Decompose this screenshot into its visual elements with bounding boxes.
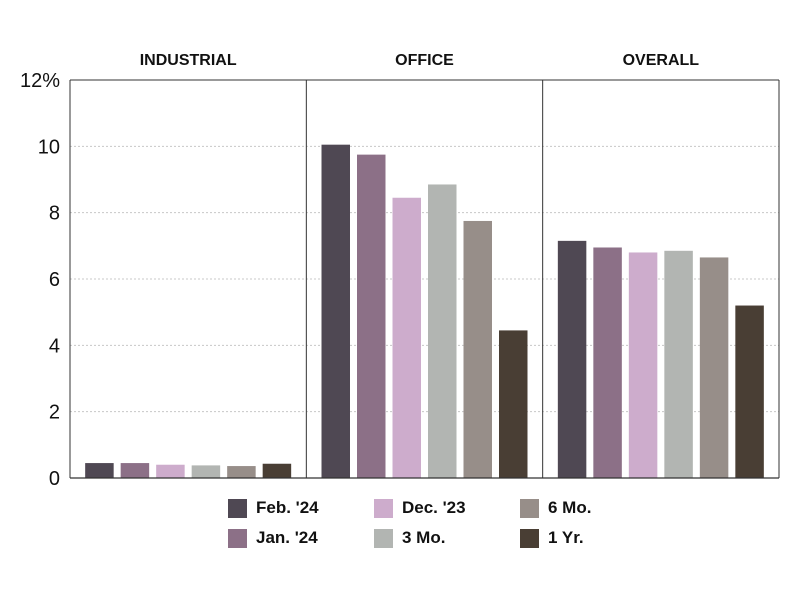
legend-label: 3 Mo. xyxy=(402,528,446,547)
y-tick-label: 8 xyxy=(49,203,60,225)
bar-industrial-1 xyxy=(85,463,114,478)
legend-label: 6 Mo. xyxy=(548,498,592,517)
panel-title-industrial: INDUSTRIAL xyxy=(140,52,237,69)
bar-industrial-4 xyxy=(191,465,221,478)
bar-office-2 xyxy=(357,154,386,478)
legend-swatch xyxy=(520,528,539,548)
legend-item-feb-24: Feb. '24 xyxy=(228,496,319,520)
bar-overall-5 xyxy=(699,257,729,478)
y-tick-label: 12% xyxy=(20,70,60,92)
bar-industrial-2 xyxy=(120,463,150,478)
legend-label: Feb. '24 xyxy=(256,498,319,517)
bar-industrial-3 xyxy=(156,464,185,478)
bar-overall-2 xyxy=(593,247,622,478)
legend-swatch xyxy=(228,528,247,548)
legend-label: Dec. '23 xyxy=(402,498,466,517)
bar-office-1 xyxy=(321,144,350,479)
legend-swatch xyxy=(374,528,393,548)
y-tick-label: 4 xyxy=(49,335,60,357)
y-tick-label: 6 xyxy=(49,269,60,291)
panel-title-overall: OVERALL xyxy=(623,52,700,69)
y-tick-label: 0 xyxy=(49,468,60,490)
bar-office-5 xyxy=(463,220,492,479)
panel-title-office: OFFICE xyxy=(395,52,454,69)
legend-label: Jan. '24 xyxy=(256,528,318,547)
y-tick-label: 10 xyxy=(38,136,60,158)
legend-item-dec-23: Dec. '23 xyxy=(374,496,466,520)
legend-swatch xyxy=(374,498,393,518)
bar-office-3 xyxy=(392,197,421,478)
legend-item-3-mo: 3 Mo. xyxy=(374,526,445,550)
legend-swatch xyxy=(228,498,247,518)
legend-swatch xyxy=(520,498,539,518)
legend: Feb. '24 Jan. '24 Dec. '23 3 Mo. 6 Mo. 1… xyxy=(228,494,648,558)
bar-overall-1 xyxy=(557,240,587,478)
bar-office-4 xyxy=(428,184,457,478)
bar-overall-4 xyxy=(664,250,693,478)
bar-industrial-5 xyxy=(227,466,256,478)
bar-overall-6 xyxy=(735,305,764,478)
bar-office-6 xyxy=(499,330,528,478)
bar-industrial-6 xyxy=(262,463,292,478)
legend-item-1-yr: 1 Yr. xyxy=(520,526,584,550)
legend-label: 1 Yr. xyxy=(548,528,584,547)
legend-item-6-mo: 6 Mo. xyxy=(520,496,591,520)
bar-overall-3 xyxy=(628,252,658,478)
y-tick-label: 2 xyxy=(49,402,60,424)
legend-item-jan-24: Jan. '24 xyxy=(228,526,318,550)
